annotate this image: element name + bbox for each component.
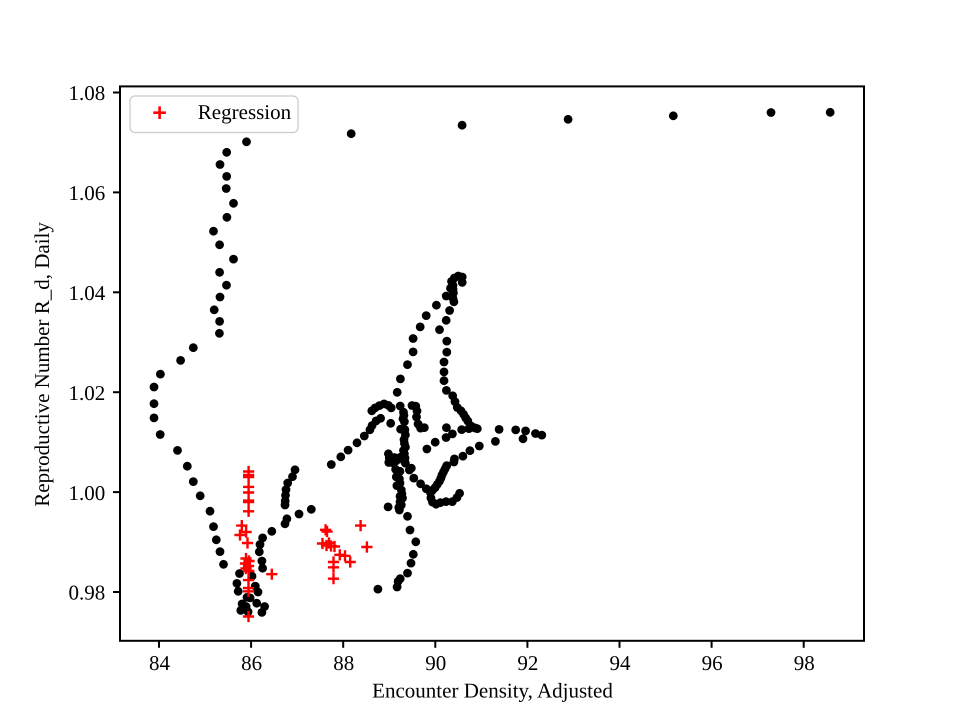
svg-text:98: 98 <box>794 651 815 675</box>
svg-text:1.08: 1.08 <box>69 81 106 105</box>
svg-text:96: 96 <box>702 651 723 675</box>
svg-text:90: 90 <box>425 651 446 675</box>
svg-text:0.98: 0.98 <box>69 581 106 605</box>
svg-text:86: 86 <box>241 651 262 675</box>
svg-text:1.04: 1.04 <box>69 281 106 305</box>
svg-text:88: 88 <box>333 651 354 675</box>
svg-text:1.06: 1.06 <box>69 181 106 205</box>
svg-text:Regression: Regression <box>198 100 292 124</box>
svg-text:Encounter Density, Adjusted: Encounter Density, Adjusted <box>372 679 613 703</box>
svg-text:92: 92 <box>517 651 538 675</box>
svg-text:1.02: 1.02 <box>69 381 106 405</box>
svg-text:94: 94 <box>610 651 632 675</box>
svg-text:84: 84 <box>149 651 171 675</box>
svg-text:1.00: 1.00 <box>69 481 106 505</box>
svg-text:Reproductive Number R_d, Daily: Reproductive Number R_d, Daily <box>30 222 54 507</box>
